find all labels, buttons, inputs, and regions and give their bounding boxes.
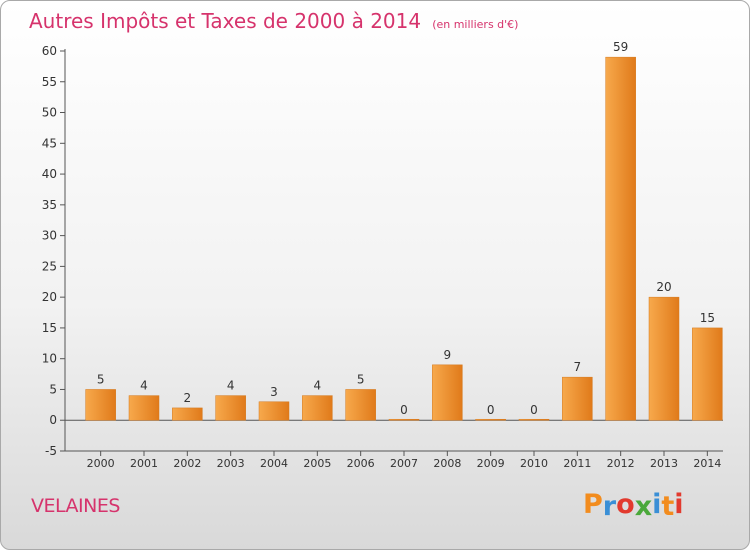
y-tick-label: 25 [42, 259, 57, 273]
bar-2013 [648, 296, 680, 421]
chart-title-block: Autres Impôts et Taxes de 2000 à 2014 (e… [29, 9, 518, 33]
bar-2005 [302, 395, 333, 421]
data-label-2011: 7 [574, 360, 582, 374]
chart-title: Autres Impôts et Taxes de 2000 à 2014 [29, 9, 422, 33]
x-tick-label-2004: 2004 [260, 457, 288, 470]
proxiti-logo[interactable]: Proxiti [583, 489, 684, 522]
data-label-2008: 9 [444, 348, 452, 362]
bar-2012 [605, 56, 636, 421]
x-tick-label-2007: 2007 [390, 457, 418, 470]
logo-letter: o [616, 489, 635, 520]
x-tick-label-2013: 2013 [650, 457, 678, 470]
x-tick-label-2012: 2012 [607, 457, 635, 470]
data-label-2002: 2 [184, 391, 192, 405]
bar-2004 [258, 401, 290, 421]
bar-2011 [562, 376, 593, 421]
data-label-2003: 4 [227, 379, 235, 393]
bar-2002 [172, 407, 203, 421]
bar-2008 [432, 364, 463, 421]
y-tick-label: 55 [42, 75, 57, 89]
logo-letter: i [652, 489, 662, 520]
data-label-2010: 0 [530, 403, 538, 417]
y-tick-label: 30 [42, 229, 57, 243]
bar-2010 [518, 418, 550, 421]
y-tick-label: 50 [42, 106, 57, 120]
data-label-2013: 20 [656, 280, 671, 294]
bar-2000 [85, 389, 116, 421]
x-tick-label-2008: 2008 [433, 457, 461, 470]
commune-name: VELAINES [31, 495, 120, 517]
y-tick-label: 10 [42, 352, 57, 366]
x-tick-label-2006: 2006 [347, 457, 375, 470]
y-tick-label: 35 [42, 198, 57, 212]
logo-letter: P [583, 489, 603, 520]
y-tick-label: 15 [42, 321, 57, 335]
y-tick-label: 45 [42, 136, 57, 150]
logo-letter: r [602, 491, 617, 522]
bar-2007 [388, 418, 420, 421]
chart-unit: (en milliers d'€) [432, 18, 519, 31]
x-tick-label-2000: 2000 [87, 457, 115, 470]
data-label-2001: 4 [140, 379, 148, 393]
data-label-2006: 5 [357, 372, 365, 386]
bar-2006 [345, 389, 376, 421]
x-tick-label-2003: 2003 [217, 457, 245, 470]
data-label-2012: 59 [613, 40, 628, 54]
data-label-2004: 3 [270, 385, 278, 399]
y-tick-label: 0 [49, 413, 57, 427]
y-tick-label: -5 [45, 444, 57, 458]
x-tick-label-2010: 2010 [520, 457, 548, 470]
data-label-2007: 0 [400, 403, 408, 417]
x-tick-label-2011: 2011 [563, 457, 591, 470]
x-tick-label-2014: 2014 [693, 457, 721, 470]
y-tick-label: 20 [42, 290, 57, 304]
data-label-2014: 15 [700, 311, 715, 325]
bar-2009 [475, 418, 506, 421]
logo-letter: i [674, 489, 684, 520]
data-label-2000: 5 [97, 372, 105, 386]
bar-2014 [692, 327, 723, 421]
x-tick-label-2009: 2009 [477, 457, 505, 470]
y-tick-label: 60 [42, 44, 57, 58]
data-label-2009: 0 [487, 403, 495, 417]
bar-2001 [128, 395, 160, 421]
x-tick-label-2002: 2002 [173, 457, 201, 470]
x-tick-label-2005: 2005 [303, 457, 331, 470]
data-label-2005: 4 [314, 379, 322, 393]
x-tick-label-2001: 2001 [130, 457, 158, 470]
logo-letter: x [634, 491, 653, 522]
logo-letter: t [661, 491, 675, 522]
bar-2003 [215, 395, 246, 421]
y-tick-label: 5 [49, 382, 57, 396]
y-tick-label: 40 [42, 167, 57, 181]
